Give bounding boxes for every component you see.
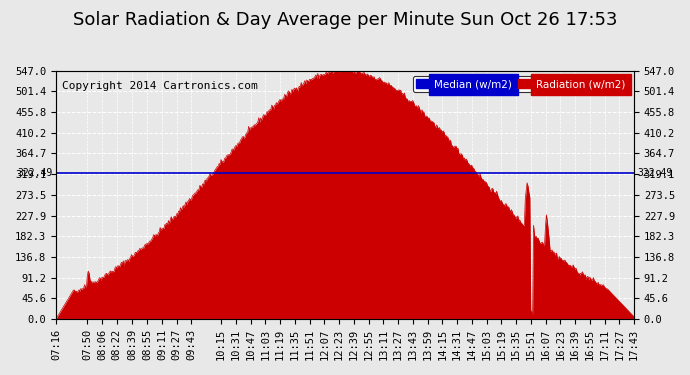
Text: 322.49: 322.49 xyxy=(637,168,672,178)
Legend: Median (w/m2), Radiation (w/m2): Median (w/m2), Radiation (w/m2) xyxy=(413,76,629,93)
Text: 322.49: 322.49 xyxy=(18,168,53,178)
Text: Solar Radiation & Day Average per Minute Sun Oct 26 17:53: Solar Radiation & Day Average per Minute… xyxy=(72,11,618,29)
Text: Copyright 2014 Cartronics.com: Copyright 2014 Cartronics.com xyxy=(61,81,257,91)
